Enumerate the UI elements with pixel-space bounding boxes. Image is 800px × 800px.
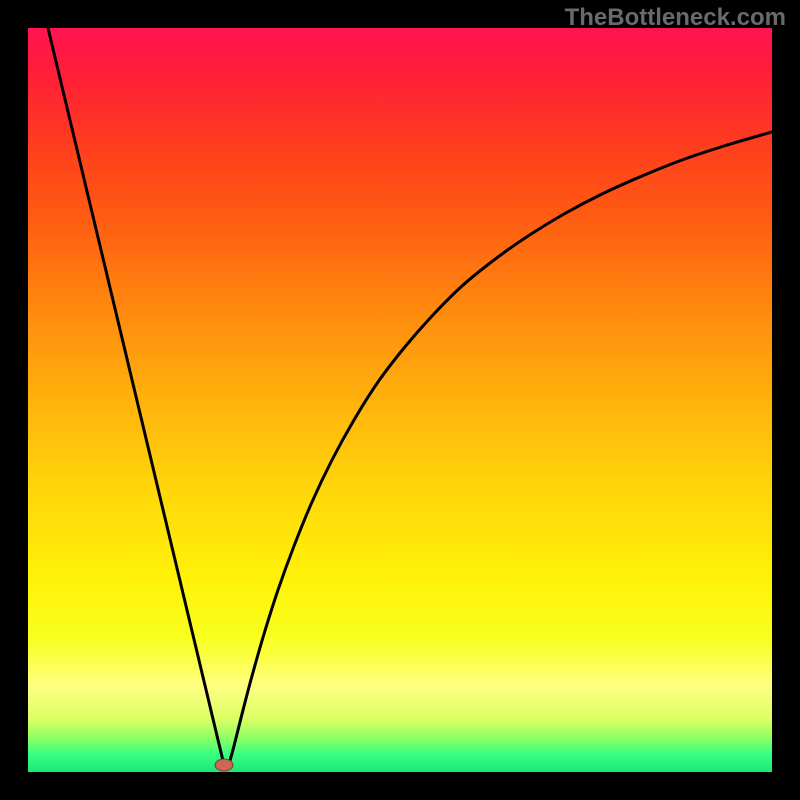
plot-svg: [28, 28, 772, 772]
plot-area: [28, 28, 772, 772]
gradient-bg: [28, 28, 772, 772]
minimum-marker: [215, 759, 233, 771]
watermark: TheBottleneck.com: [565, 4, 786, 32]
chart-container: TheBottleneck.com: [0, 0, 800, 800]
